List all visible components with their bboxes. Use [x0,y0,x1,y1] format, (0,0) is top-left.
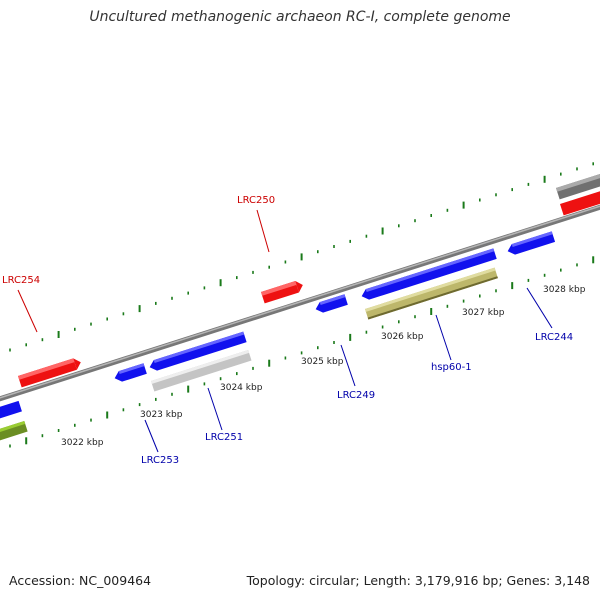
leader-line-LRC244 [526,287,553,329]
scale-label-3027: 3027 kbp [462,308,505,318]
scale-label-3022: 3022 kbp [61,438,104,448]
gene-label-hsp60-1[interactable]: hsp60-1 [431,362,472,373]
scale-label-3023: 3023 kbp [140,410,183,420]
genome-backbone-highlight [0,205,600,399]
scale-label-3024: 3024 kbp [220,383,263,393]
gene-hsp60-1-domain-feature[interactable] [365,267,498,320]
gene-label-LRC250[interactable]: LRC250 [237,195,275,206]
leader-line-LRC249 [340,344,356,387]
gene-LRC251-feature[interactable] [148,331,247,373]
gene-label-LRC251[interactable]: LRC251 [205,432,243,443]
scale-label-3028: 3028 kbp [543,285,586,295]
gene-LRC251-grey-feature[interactable] [151,349,252,392]
leader-line-LRC251 [207,387,223,431]
accession-label: Accession: NC_009464 [9,573,152,588]
gene-label-LRC253[interactable]: LRC253 [141,455,179,466]
leader-line-LRC254 [17,289,38,333]
leader-line-hsp60-1 [435,314,452,361]
gene-leftedge-olive-feature[interactable] [0,421,28,443]
gene-topright-red-feature[interactable] [560,185,600,216]
gene-label-LRC244[interactable]: LRC244 [535,332,573,343]
outer-tick-track [9,162,595,352]
gene-hsp60-1-feature[interactable] [360,248,497,301]
leader-line-LRC253 [144,419,159,453]
inner-tick-track [9,256,595,448]
genome-backbone [0,204,600,402]
scale-label-3026: 3026 kbp [381,332,424,342]
gene-LRC253-feature[interactable] [113,363,147,383]
gene-LRC249-feature[interactable] [314,294,348,314]
leader-line-LRC250 [256,209,270,253]
gene-label-LRC254[interactable]: LRC254 [2,275,40,286]
genome-stats-label: Topology: circular; Length: 3,179,916 bp… [246,573,590,588]
gene-LRC244-feature[interactable] [506,231,556,256]
scale-label-3025: 3025 kbp [301,357,344,367]
gene-label-LRC249[interactable]: LRC249 [337,390,375,401]
gene-LRC254-feature[interactable] [18,357,83,388]
map-title: Uncultured methanogenic archaeon RC-I, c… [89,9,511,25]
gene-LRC250-feature[interactable] [261,279,305,304]
gene-leftedge-blue-feature[interactable] [0,400,22,421]
